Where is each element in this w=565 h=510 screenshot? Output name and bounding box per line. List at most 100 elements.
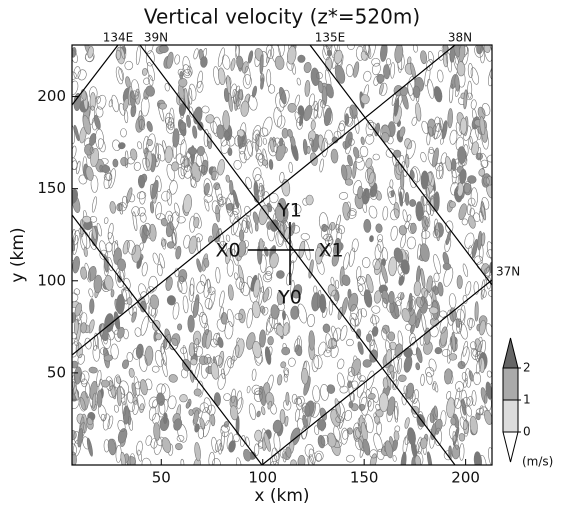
contour-cell xyxy=(193,409,199,425)
contour-cell xyxy=(86,416,94,426)
contour-cell xyxy=(306,314,316,327)
contour-cell xyxy=(137,175,146,189)
contour-cell xyxy=(188,235,198,255)
contour-cell xyxy=(308,448,316,465)
contour-cell xyxy=(357,185,363,200)
contour-cell xyxy=(324,129,334,145)
contour-cell xyxy=(468,318,473,331)
contour-cell xyxy=(203,194,213,203)
contour-cell xyxy=(73,319,79,335)
contour-cell xyxy=(130,148,138,161)
contour-cell xyxy=(266,49,272,64)
contour-cell xyxy=(252,211,259,225)
contour-cell xyxy=(196,80,204,93)
contour-cell xyxy=(124,60,134,71)
contour-cell xyxy=(269,252,279,269)
contour-cell xyxy=(205,114,215,124)
contour-cell xyxy=(138,110,143,130)
contour-cell xyxy=(291,225,301,234)
contour-cell xyxy=(357,275,366,285)
contour-cell xyxy=(268,84,276,94)
contour-cell xyxy=(189,369,195,383)
contour-cell xyxy=(439,310,447,318)
contour-cell xyxy=(292,284,303,299)
contour-cell xyxy=(405,382,415,399)
contour-cell xyxy=(203,279,211,298)
contour-cell xyxy=(479,320,486,336)
contour-cell xyxy=(394,300,402,318)
contour-cell xyxy=(179,121,187,131)
contour-cell xyxy=(72,292,79,302)
contour-cell xyxy=(348,138,355,146)
contour-cell xyxy=(396,357,403,375)
contour-cell xyxy=(228,440,236,453)
y-tick-label: 100 xyxy=(37,271,66,289)
contour-cell xyxy=(363,70,372,82)
contour-cell xyxy=(450,417,457,426)
contour-cell xyxy=(362,359,372,368)
contour-cell xyxy=(132,347,142,360)
contour-cell xyxy=(108,168,116,189)
contour-cell xyxy=(327,49,332,57)
contour-cell xyxy=(215,439,222,452)
contour-cell xyxy=(415,436,422,455)
contour-cell xyxy=(357,284,364,293)
contour-cell xyxy=(390,62,395,79)
contour-cell xyxy=(216,193,224,207)
contour-cell xyxy=(359,145,369,158)
contour-cell xyxy=(400,234,407,249)
contour-cell xyxy=(124,150,129,168)
contour-cell xyxy=(322,323,331,333)
contour-cell xyxy=(423,290,433,306)
contour-cell xyxy=(215,267,221,284)
map-label: 39N xyxy=(144,31,168,45)
contour-cell xyxy=(156,392,165,406)
contour-cell xyxy=(117,326,125,339)
contour-cell xyxy=(465,281,472,296)
contour-cell xyxy=(282,322,290,336)
contour-cell xyxy=(463,378,468,388)
contour-cell xyxy=(485,323,492,337)
latitude-line xyxy=(309,45,492,286)
contour-cell xyxy=(77,69,87,81)
contour-cell xyxy=(417,411,424,430)
contour-cell xyxy=(303,376,311,396)
longitude-line xyxy=(72,45,119,106)
contour-cell xyxy=(72,125,75,145)
contour-cell xyxy=(406,236,417,250)
contour-cell xyxy=(138,283,147,298)
contour-cell xyxy=(291,62,296,75)
contour-cell xyxy=(252,125,262,141)
contour-cell xyxy=(365,274,374,293)
contour-cell xyxy=(277,224,285,245)
contour-cell xyxy=(201,313,208,325)
contour-cell xyxy=(362,438,371,456)
contour-cell xyxy=(433,405,439,418)
contour-cell xyxy=(327,284,337,297)
x-tick-label: 150 xyxy=(350,469,379,487)
contour-cell xyxy=(116,294,125,315)
contour-cell xyxy=(183,151,193,173)
contour-cell xyxy=(468,215,476,229)
contour-cell xyxy=(262,288,270,303)
contour-cell xyxy=(165,121,176,134)
contour-cell xyxy=(260,77,265,90)
contour-cell xyxy=(122,359,129,369)
contour-cell xyxy=(323,104,333,125)
contour-cell xyxy=(137,207,146,217)
contour-cell xyxy=(470,347,479,361)
contour-cell xyxy=(282,450,287,463)
contour-cell xyxy=(203,257,210,268)
contour-cell xyxy=(109,379,117,400)
contour-field xyxy=(72,45,492,465)
contour-cell xyxy=(72,145,77,159)
contour-cell xyxy=(382,297,388,309)
contour-cell xyxy=(420,50,428,65)
contour-cell xyxy=(268,159,274,170)
contour-cell xyxy=(196,146,205,156)
contour-cell xyxy=(236,129,245,138)
contour-cell xyxy=(434,162,444,172)
contour-cell xyxy=(287,103,297,113)
contour-cell xyxy=(399,126,406,138)
contour-cell xyxy=(276,290,284,306)
